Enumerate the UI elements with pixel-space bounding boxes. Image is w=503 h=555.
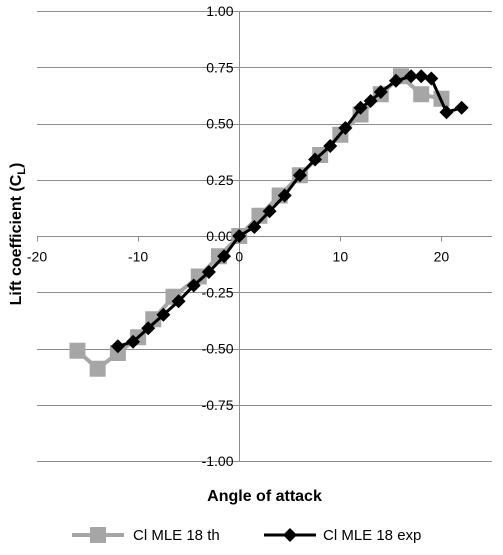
y-tick-label: -0.50 [202,341,234,357]
y-tick-label: 0.25 [206,172,233,188]
data-point [363,94,378,108]
y-tick-label: 0.00 [206,228,233,244]
y-axis-title: Lift coefficient (CL) [8,163,28,306]
data-point [186,278,201,293]
y-axis-title-close: ) [8,163,25,168]
legend-label: Cl MLE 18 th [133,527,220,544]
x-tick-label: 0 [235,249,243,265]
data-point [388,73,403,88]
data-point [201,265,216,279]
tick-labels: -20 -10 0 10 20 1.00 0.75 0.50 0.25 0.00 -0.25 -0.5… [27,3,450,469]
legend-item: Cl MLE 18 exp [264,527,421,544]
data-point [292,168,307,183]
data-point [156,307,171,322]
y-tick-label: 0.75 [206,59,233,75]
x-tick-label: 10 [333,249,349,265]
y-tick-label: 1.00 [206,3,233,19]
data-point [373,85,388,99]
y-axis-title-main: Lift coefficient (C [8,174,25,305]
y-axis-title-subscript: L [16,168,28,175]
data-point [89,360,106,377]
data-point [439,105,454,120]
y-tick-label: -0.25 [202,284,234,300]
data-point [353,100,368,115]
data-point [171,294,186,309]
legend-item: Cl MLE 18 th [72,527,220,544]
y-tick-label: 0.50 [206,116,233,132]
legend-label: Cl MLE 18 exp [323,527,421,544]
data-point [141,321,156,336]
x-tick-label: -20 [27,249,47,265]
x-axis-title: Angle of attack [207,488,322,505]
data-point [232,229,247,243]
y-tick-label: -1.00 [202,453,234,469]
data-point [404,69,419,84]
data-point [413,86,430,103]
x-tick-label: 20 [434,249,450,265]
legend: Cl MLE 18 th Cl MLE 18 exp [72,527,421,544]
data-series [69,68,469,377]
data-point [308,152,323,167]
data-point [126,334,141,349]
data-point [69,342,86,359]
legend-marker [90,527,106,543]
legend-marker [283,528,297,542]
series-line [117,74,463,348]
x-tick-label: -10 [128,249,148,265]
data-point [277,188,292,203]
data-point [454,100,469,115]
data-point [414,69,429,84]
data-point [110,339,125,354]
data-point [247,220,262,234]
data-point [262,204,277,219]
data-point [424,71,439,86]
series-cl-mle-18-exp [110,69,469,354]
data-point [323,139,338,153]
y-tick-label: -0.75 [202,397,234,413]
data-point [338,121,353,135]
data-point [217,249,232,264]
